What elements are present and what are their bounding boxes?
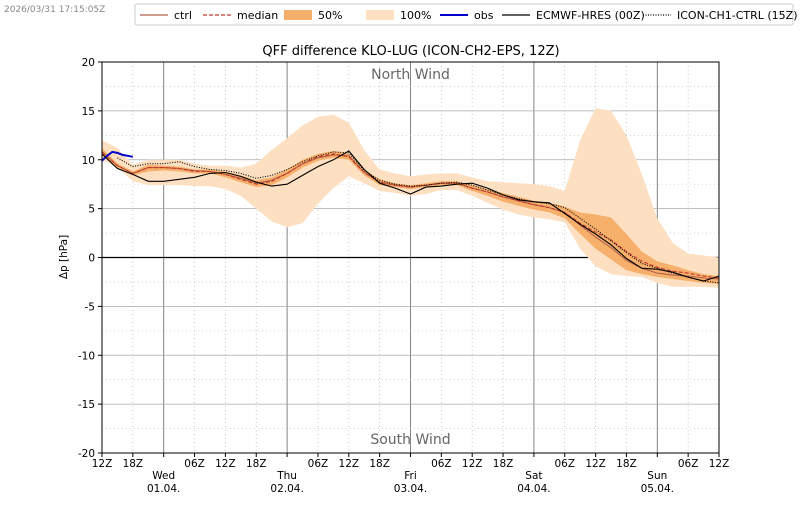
day-name-label: Sun	[647, 470, 667, 482]
legend-item-50-: 50%	[284, 9, 342, 22]
x-tick-label: 06Z	[678, 458, 699, 470]
legend-label: ECMWF-HRES (00Z)	[536, 9, 645, 22]
legend-item-ctrl: ctrl	[140, 9, 192, 22]
legend-item-ecmwf-hres-00z-: ECMWF-HRES (00Z)	[502, 9, 645, 22]
x-tick-label: 18Z	[493, 458, 514, 470]
y-tick-label: -5	[85, 301, 95, 313]
y-tick-label: 10	[82, 155, 95, 167]
x-tick-label: 12Z	[462, 458, 483, 470]
y-axis-label: Δp [hPa]	[58, 235, 70, 279]
day-date-label: 02.04.	[270, 483, 303, 495]
x-tick-label: 12Z	[339, 458, 360, 470]
legend-label: 50%	[318, 9, 342, 22]
x-tick-label: 12Z	[215, 458, 236, 470]
y-tick-label: 5	[88, 204, 95, 216]
timestamp: 2026/03/31 17:15:05Z	[4, 5, 106, 15]
day-name-label: Wed	[152, 470, 175, 482]
y-tick-label: -20	[78, 448, 95, 460]
day-name-label: Thu	[276, 470, 297, 482]
y-tick-label: -15	[78, 399, 95, 411]
north-wind-label: North Wind	[371, 67, 450, 83]
day-name-label: Sat	[525, 470, 542, 482]
y-tick-label: -10	[78, 350, 95, 362]
x-tick-label: 18Z	[369, 458, 390, 470]
south-wind-label: South Wind	[370, 432, 450, 448]
legend: ctrl median 50% 100% obs ECMWF-HRES (00Z) ICON…	[134, 3, 797, 26]
legend-swatch	[284, 10, 312, 20]
legend-label: obs	[474, 9, 494, 22]
series-obs	[102, 150, 133, 162]
x-tick-label: 06Z	[554, 458, 575, 470]
day-name-label: Fri	[404, 470, 417, 482]
x-tick-label: 12Z	[585, 458, 606, 470]
series-lines	[102, 150, 719, 284]
x-tick-label: 18Z	[246, 458, 267, 470]
plot-area: North Wind South Wind -20 -15 -10 -5 0 5 10 15 20…	[78, 57, 729, 495]
chart-title: QFF difference KLO-LUG (ICON-CH2-EPS, 12…	[262, 44, 559, 59]
x-ticks: 12Z 18Z 06Z 12Z 18Z 06Z 12Z 18Z 06Z 12Z 18Z 06Z 12Z 1…	[92, 453, 730, 495]
legend-label: ctrl	[174, 9, 192, 22]
annotations: North Wind South Wind	[370, 67, 450, 448]
y-tick-label: 20	[82, 57, 95, 69]
x-tick-label: 18Z	[616, 458, 637, 470]
legend-label: median	[237, 9, 278, 22]
legend-item-median: median	[203, 9, 278, 22]
x-tick-label: 06Z	[308, 458, 329, 470]
legend-label: 100%	[400, 9, 431, 22]
legend-item-100-: 100%	[366, 9, 431, 22]
day-date-label: 03.04.	[394, 483, 427, 495]
y-ticks: -20 -15 -10 -5 0 5 10 15 20	[78, 57, 102, 460]
legend-item-icon-ch1-ctrl-15z-: ICON-CH1-CTRL (15Z)	[643, 9, 797, 22]
day-date-label: 01.04.	[147, 483, 180, 495]
day-date-label: 05.04.	[641, 483, 674, 495]
x-tick-label: 18Z	[123, 458, 144, 470]
series-median	[102, 151, 719, 279]
x-tick-label: 12Z	[92, 458, 113, 470]
y-tick-label: 0	[88, 253, 95, 265]
legend-label: ICON-CH1-CTRL (15Z)	[677, 9, 797, 22]
legend-swatch	[366, 10, 394, 20]
x-tick-label: 06Z	[431, 458, 452, 470]
y-tick-label: 15	[82, 106, 95, 118]
day-date-label: 04.04.	[517, 483, 550, 495]
x-tick-label: 12Z	[709, 458, 730, 470]
legend-item-obs: obs	[440, 9, 494, 22]
series-icon-ch1-ctrl-15z-	[117, 151, 719, 284]
series-ecmwf-hres-00z-	[102, 150, 719, 282]
x-tick-label: 06Z	[184, 458, 205, 470]
